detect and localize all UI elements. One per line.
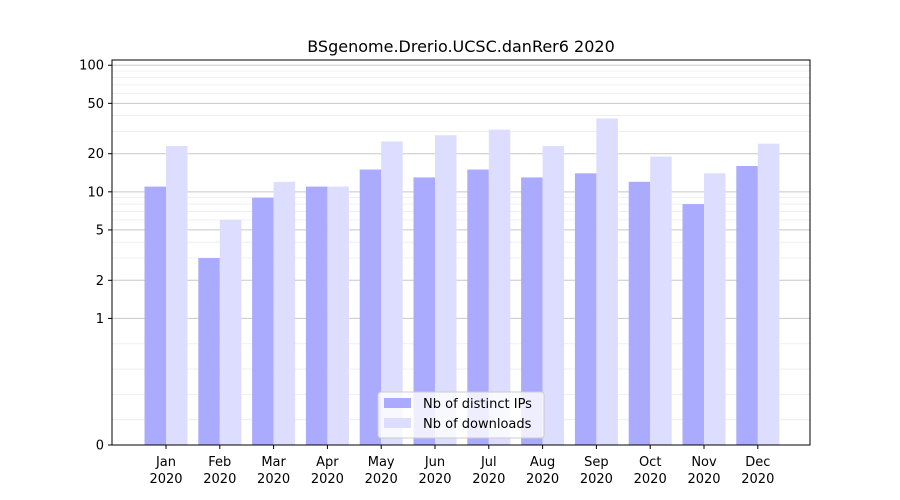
ips-bar-dec <box>736 165 758 446</box>
ips-bar-apr <box>305 186 328 446</box>
y-tick-label: 100 <box>79 59 104 74</box>
ips-bar-jul <box>467 169 489 445</box>
y-tick-label: 2 <box>96 274 104 289</box>
x-tick-label: Jul 2020 <box>472 455 505 487</box>
y-tick-label: 1 <box>96 312 104 327</box>
downloads-bar-sep <box>596 118 618 445</box>
y-tick-label: 10 <box>87 185 104 200</box>
downloads-bar-nov <box>704 173 726 445</box>
downloads-bar-feb <box>219 219 242 445</box>
plot-frame <box>111 59 811 446</box>
ips-bar-oct <box>628 181 651 445</box>
y-tick-label: 0 <box>96 439 104 454</box>
x-tick-label: Dec 2020 <box>741 455 774 487</box>
ips-bar-nov <box>682 204 704 445</box>
x-tick-label: May 2020 <box>365 455 398 487</box>
y-tick-label: 50 <box>87 97 104 112</box>
chart-title: BSgenome.Drerio.UCSC.danRer6 2020 <box>307 37 615 56</box>
ips-bar-jun <box>413 177 435 446</box>
x-tick-label: Mar 2020 <box>257 455 290 487</box>
y-axis: 0 1 2 5 10 20 50 100 <box>79 59 112 454</box>
ips-bar-feb <box>198 258 220 445</box>
downloads-bar-aug <box>542 146 565 445</box>
bars <box>144 118 780 446</box>
y-tick-label: 5 <box>96 223 104 238</box>
x-tick-label: Oct 2020 <box>634 455 667 487</box>
ips-bar-aug <box>521 177 543 446</box>
downloads-bar-oct <box>650 156 672 446</box>
legend-label: Nb of distinct IPs <box>423 397 532 412</box>
x-tick-label: Jan 2020 <box>149 455 182 487</box>
downloads-bar-jul <box>488 129 511 445</box>
x-tick-label: Jun 2020 <box>418 455 451 487</box>
ips-bar-mar <box>252 197 274 445</box>
ips-bar-may <box>359 169 382 445</box>
downloads-bar-mar <box>273 181 296 445</box>
ips-bar-sep <box>574 173 597 445</box>
ips-bar-jan <box>144 186 166 446</box>
legend: Nb of distinct IPs Nb of downloads <box>377 391 545 439</box>
legend-swatch <box>384 398 411 408</box>
y-tick-label: 20 <box>87 147 104 162</box>
downloads-bar-may <box>381 141 403 445</box>
x-tick-label: Aug 2020 <box>526 455 559 487</box>
x-axis: Jan 2020 Feb 2020 Mar 2020 Apr 2020 May 2020 Jun 20… <box>149 445 774 487</box>
x-tick-label: Feb 2020 <box>203 455 236 487</box>
x-tick-label: Nov 2020 <box>687 455 720 487</box>
downloads-bar-jun <box>435 135 457 445</box>
legend-box <box>377 391 545 439</box>
downloads-bar-jan <box>166 146 188 445</box>
x-tick-label: Sep 2020 <box>580 455 613 487</box>
legend-swatch <box>384 418 411 428</box>
legend-label: Nb of downloads <box>423 417 532 432</box>
x-tick-label: Apr 2020 <box>311 455 344 487</box>
downloads-bar-dec <box>757 143 780 445</box>
downloads-bar-apr <box>327 186 349 446</box>
